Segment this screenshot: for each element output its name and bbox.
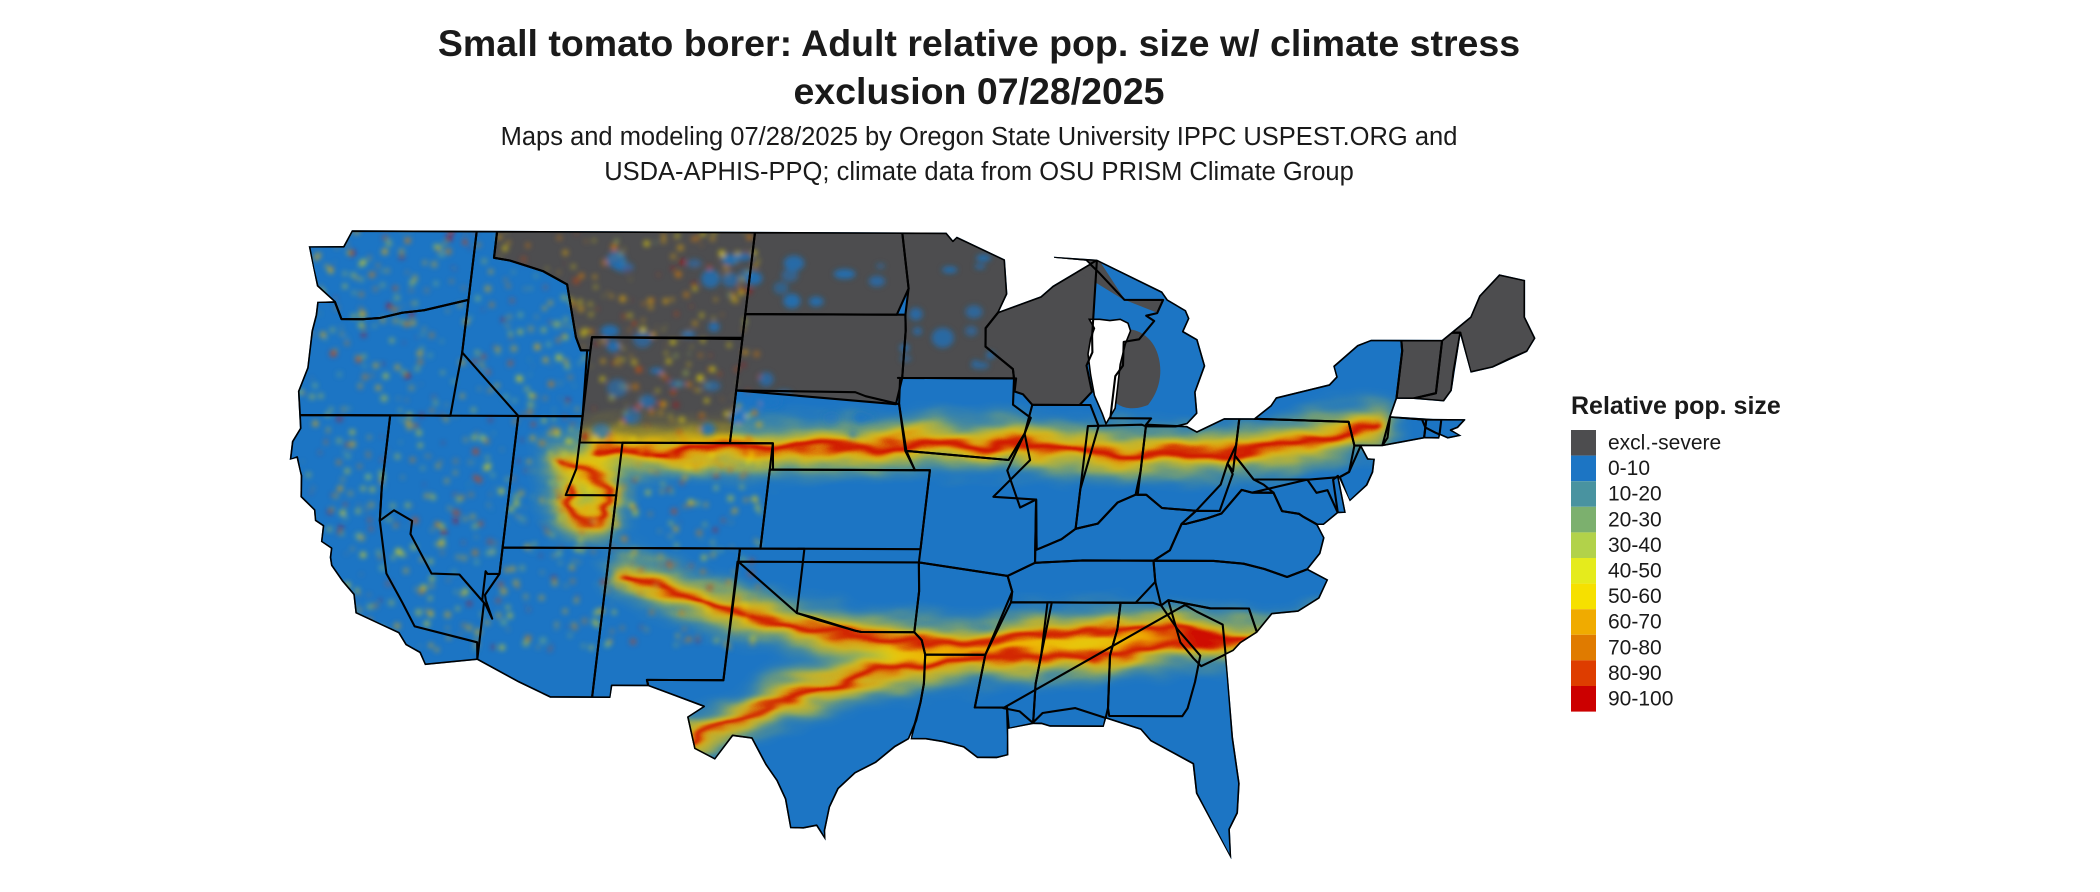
svg-text:20-30: 20-30 [1608,508,1662,531]
svg-text:90-100: 90-100 [1608,688,1673,711]
svg-text:30-40: 30-40 [1608,534,1662,557]
svg-text:80-90: 80-90 [1608,662,1662,685]
svg-text:50-60: 50-60 [1608,585,1662,608]
svg-text:70-80: 70-80 [1608,636,1662,659]
svg-text:40-50: 40-50 [1608,560,1662,583]
svg-text:0-10: 0-10 [1608,457,1650,480]
svg-text:Relative pop. size: Relative pop. size [1571,392,1781,420]
svg-text:60-70: 60-70 [1608,611,1662,634]
svg-text:excl.-severe: excl.-severe [1608,432,1721,455]
svg-text:10-20: 10-20 [1608,483,1662,506]
